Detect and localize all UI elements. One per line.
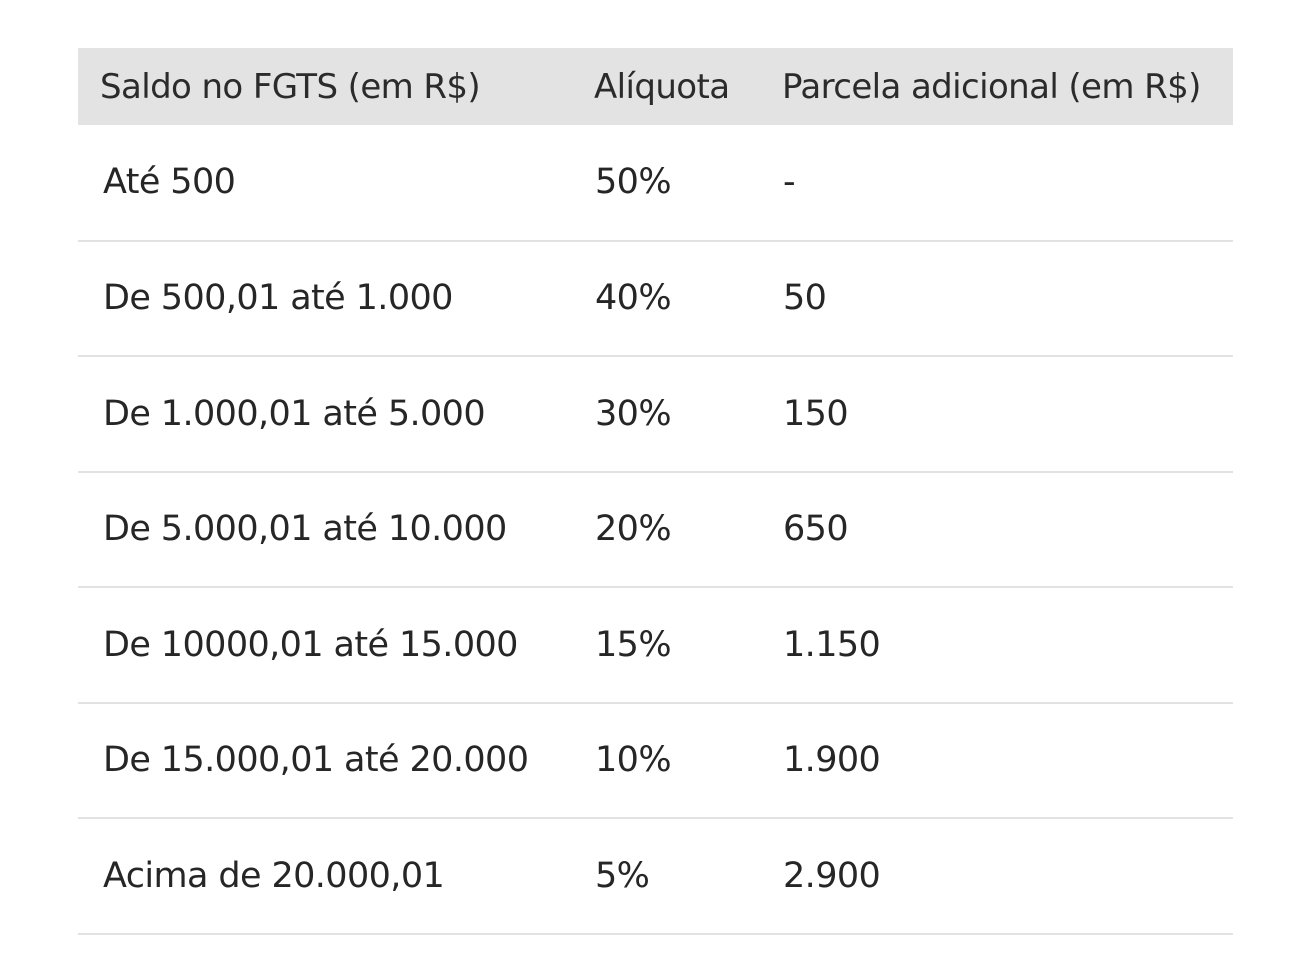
balance-cell: De 10000,01 até 15.000 bbox=[103, 624, 518, 665]
balance-cell: De 1.000,01 até 5.000 bbox=[103, 393, 486, 434]
rate-cell: 5% bbox=[595, 855, 650, 896]
table-row: Acima de 20.000,01 5% 2.900 bbox=[78, 818, 1233, 934]
rate-cell: 20% bbox=[595, 509, 672, 550]
table-row: De 1.000,01 até 5.000 30% 150 bbox=[78, 356, 1233, 472]
rate-cell: 15% bbox=[595, 624, 672, 665]
balance-cell: Até 500 bbox=[103, 162, 236, 203]
additional-amount-cell: 1.900 bbox=[783, 740, 881, 781]
table-row: De 10000,01 até 15.000 15% 1.150 bbox=[78, 587, 1233, 703]
table-row: De 5.000,01 até 10.000 20% 650 bbox=[78, 472, 1233, 587]
column-header-balance: Saldo no FGTS (em R$) bbox=[100, 66, 481, 107]
balance-cell: Acima de 20.000,01 bbox=[103, 855, 445, 896]
balance-cell: De 500,01 até 1.000 bbox=[103, 278, 453, 319]
table-row: De 500,01 até 1.000 40% 50 bbox=[78, 241, 1233, 356]
rate-cell: 10% bbox=[595, 740, 672, 781]
rate-cell: 30% bbox=[595, 393, 672, 434]
rate-cell: 40% bbox=[595, 278, 672, 319]
table-row: De 15.000,01 até 20.000 10% 1.900 bbox=[78, 703, 1233, 818]
column-header-additional-amount: Parcela adicional (em R$) bbox=[782, 66, 1201, 107]
column-header-rate: Alíquota bbox=[594, 66, 730, 107]
additional-amount-cell: - bbox=[783, 162, 796, 203]
fgts-rate-table: Saldo no FGTS (em R$) Alíquota Parcela a… bbox=[78, 48, 1233, 935]
table-row: Até 500 50% - bbox=[78, 125, 1233, 241]
balance-cell: De 5.000,01 até 10.000 bbox=[103, 509, 507, 550]
fgts-table-container: Saldo no FGTS (em R$) Alíquota Parcela a… bbox=[78, 48, 1233, 935]
table-body: Até 500 50% - De 500,01 até 1.000 40% 50… bbox=[78, 125, 1233, 934]
additional-amount-cell: 2.900 bbox=[783, 855, 881, 896]
additional-amount-cell: 1.150 bbox=[783, 624, 881, 665]
table-header: Saldo no FGTS (em R$) Alíquota Parcela a… bbox=[78, 48, 1233, 125]
rate-cell: 50% bbox=[595, 162, 672, 203]
table-header-row: Saldo no FGTS (em R$) Alíquota Parcela a… bbox=[78, 48, 1233, 125]
additional-amount-cell: 150 bbox=[783, 393, 849, 434]
additional-amount-cell: 650 bbox=[783, 509, 849, 550]
additional-amount-cell: 50 bbox=[783, 278, 827, 319]
balance-cell: De 15.000,01 até 20.000 bbox=[103, 740, 529, 781]
